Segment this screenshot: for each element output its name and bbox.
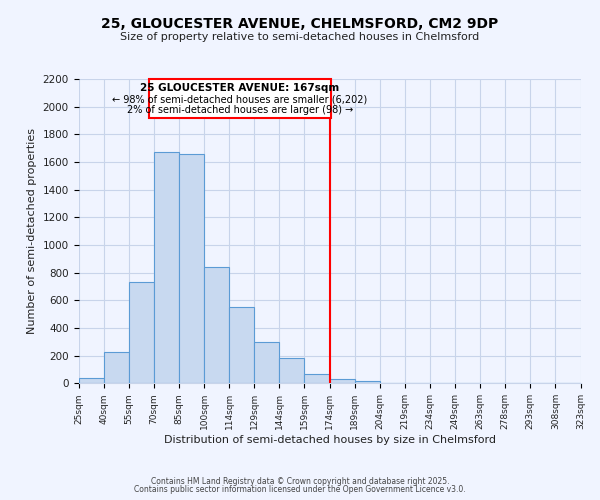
Text: 2% of semi-detached houses are larger (98) →: 2% of semi-detached houses are larger (9… bbox=[127, 106, 353, 116]
Bar bbox=[79, 378, 104, 384]
Bar bbox=[154, 152, 179, 384]
Bar bbox=[304, 374, 329, 384]
Bar bbox=[129, 282, 154, 384]
Bar bbox=[329, 379, 355, 384]
Bar bbox=[380, 382, 405, 384]
Bar bbox=[179, 154, 204, 384]
Bar bbox=[254, 342, 280, 384]
Bar bbox=[280, 358, 304, 384]
Bar bbox=[204, 267, 229, 384]
FancyBboxPatch shape bbox=[149, 79, 331, 118]
X-axis label: Distribution of semi-detached houses by size in Chelmsford: Distribution of semi-detached houses by … bbox=[164, 435, 496, 445]
Text: Contains public sector information licensed under the Open Government Licence v3: Contains public sector information licen… bbox=[134, 485, 466, 494]
Y-axis label: Number of semi-detached properties: Number of semi-detached properties bbox=[27, 128, 37, 334]
Bar bbox=[229, 306, 254, 384]
Bar bbox=[104, 352, 129, 384]
Text: 25, GLOUCESTER AVENUE, CHELMSFORD, CM2 9DP: 25, GLOUCESTER AVENUE, CHELMSFORD, CM2 9… bbox=[101, 18, 499, 32]
Text: 25 GLOUCESTER AVENUE: 167sqm: 25 GLOUCESTER AVENUE: 167sqm bbox=[140, 83, 340, 93]
Text: ← 98% of semi-detached houses are smaller (6,202): ← 98% of semi-detached houses are smalle… bbox=[112, 94, 367, 104]
Text: Size of property relative to semi-detached houses in Chelmsford: Size of property relative to semi-detach… bbox=[121, 32, 479, 42]
Text: Contains HM Land Registry data © Crown copyright and database right 2025.: Contains HM Land Registry data © Crown c… bbox=[151, 477, 449, 486]
Bar bbox=[355, 382, 380, 384]
